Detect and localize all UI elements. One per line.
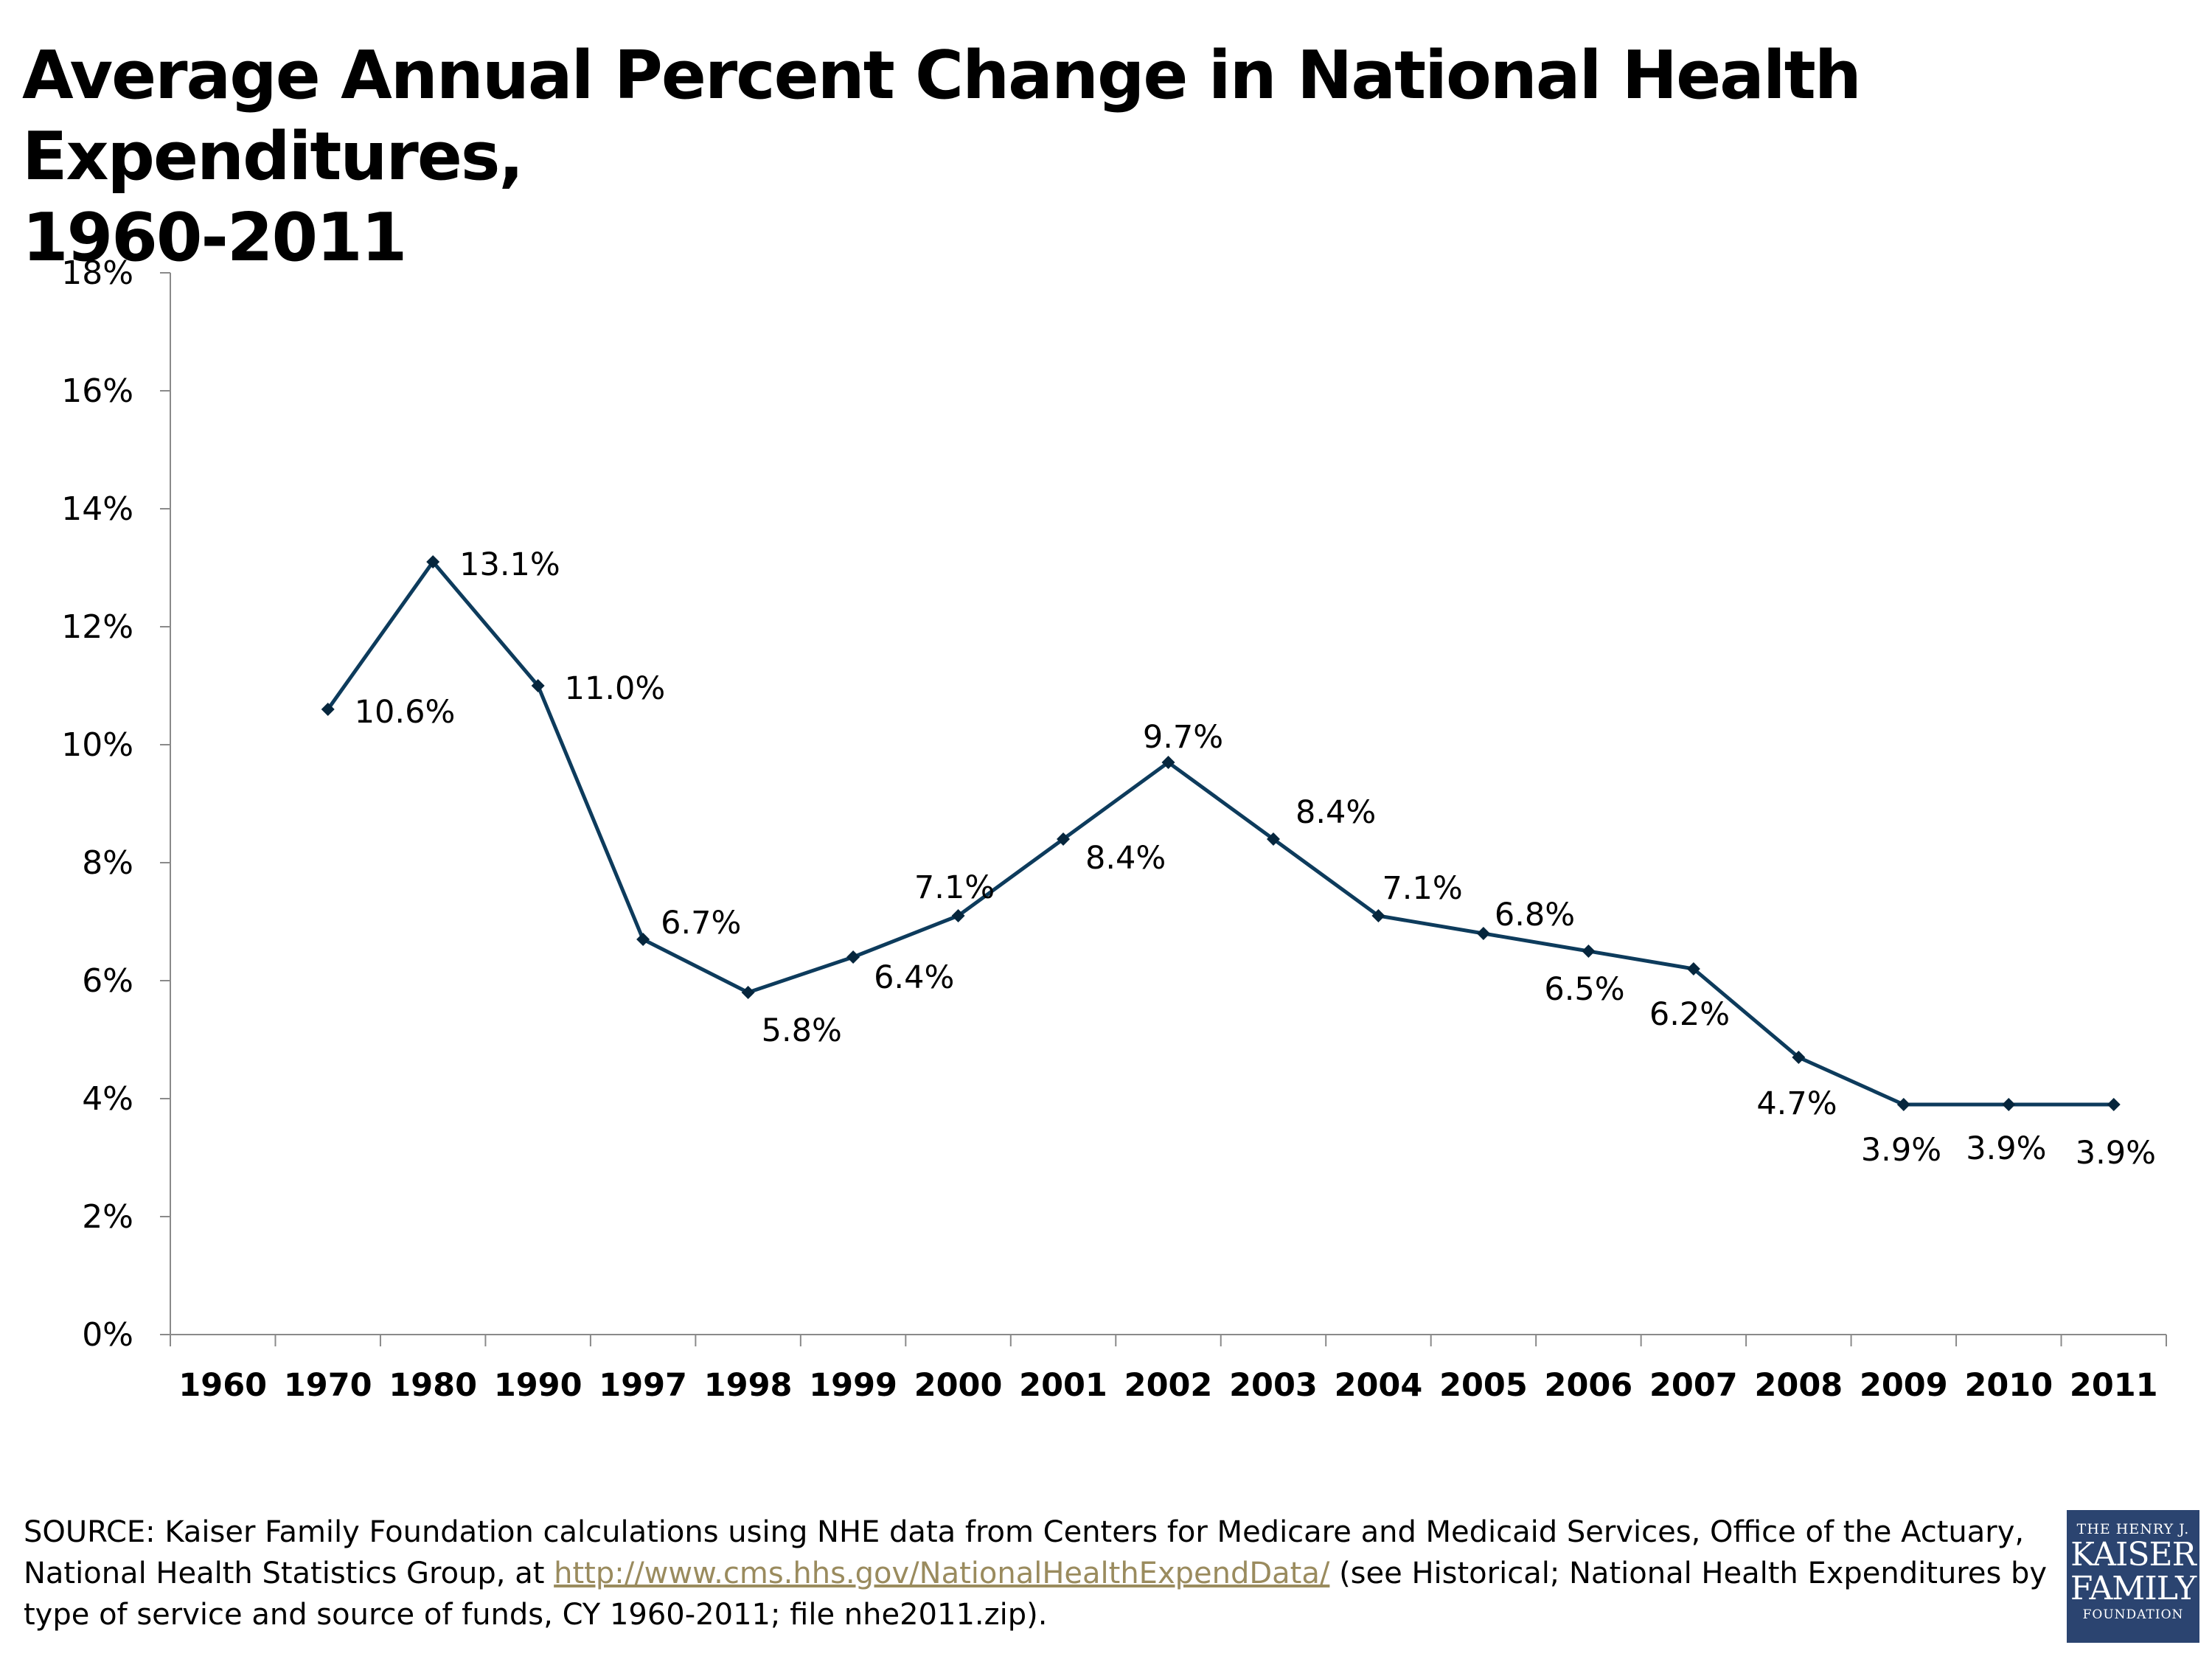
y-tick-label: 16%: [61, 372, 133, 410]
source-text-before: SOURCE: Kaiser Family Foundation calcula…: [24, 1515, 2025, 1590]
y-tick-label: 2%: [82, 1198, 133, 1236]
data-point-marker: [2002, 1098, 2016, 1111]
data-labels: 10.6% 13.1% 11.0% 6.7% 5.8% 6.4% 7.1% 8.4% 9.7% 8…: [355, 546, 2156, 1172]
data-point-marker: [951, 909, 965, 922]
data-label: 3.9%: [1861, 1132, 1941, 1169]
x-tick-label: 2000: [914, 1367, 1003, 1404]
x-tick-label: 1998: [704, 1367, 793, 1404]
x-tick-label: 2011: [2070, 1367, 2158, 1404]
data-point-marker: [321, 703, 335, 716]
data-label: 4.7%: [1756, 1085, 1837, 1122]
data-point-marker: [1792, 1051, 1806, 1064]
line-chart: 0%2%4%6%8%10%12%14%16%18% 1960 1970 1980 19…: [61, 254, 2167, 1404]
source-text-after: (see Historical; National Health Expendi…: [24, 1557, 2048, 1632]
data-label: 3.9%: [2076, 1135, 2156, 1172]
data-point-marker: [741, 986, 755, 999]
data-label: 6.8%: [1495, 897, 1575, 933]
x-tick-label: 2007: [1649, 1367, 1738, 1404]
data-label: 6.2%: [1649, 996, 1730, 1033]
source-note: SOURCE: Kaiser Family Foundation calcula…: [24, 1512, 2059, 1635]
data-point-marker: [1582, 945, 1596, 958]
y-tick-label: 0%: [82, 1316, 133, 1354]
data-label: 6.5%: [1544, 971, 1624, 1008]
logo-line-2: KAISER: [2070, 1536, 2197, 1573]
series-health-expenditures: [321, 555, 2121, 1111]
x-tick-label: 1997: [599, 1367, 687, 1404]
x-tick-label: 1960: [178, 1367, 267, 1404]
x-tick-label: 2003: [1229, 1367, 1318, 1404]
x-tick-label: 2006: [1545, 1367, 1633, 1404]
data-label: 7.1%: [914, 869, 995, 906]
data-point-marker: [1896, 1098, 1910, 1111]
y-tick-label: 18%: [61, 254, 133, 292]
source-link[interactable]: http://www.cms.hhs.gov/NationalHealthExp…: [554, 1557, 1330, 1590]
data-point-marker: [1686, 962, 1700, 975]
data-point-marker: [1057, 832, 1071, 846]
data-label: 5.8%: [762, 1012, 842, 1049]
series-line: [326, 560, 2114, 1107]
data-label: 3.9%: [1966, 1130, 2046, 1167]
x-tick-label: 2001: [1019, 1367, 1107, 1404]
y-tick-label: 6%: [82, 962, 133, 1000]
chart-title-line-1: Average Annual Percent Change in Nationa…: [22, 37, 1862, 195]
data-point-marker: [2107, 1098, 2121, 1111]
data-label: 8.4%: [1295, 794, 1376, 831]
y-tick-label: 8%: [82, 844, 133, 882]
x-tick-label: 2010: [1964, 1367, 2053, 1404]
data-point-marker: [1476, 927, 1490, 940]
logo-line-4: FOUNDATION: [2082, 1607, 2184, 1622]
x-tick-label: 1970: [284, 1367, 372, 1404]
data-label: 9.7%: [1143, 719, 1223, 756]
data-point-marker: [1266, 832, 1280, 846]
y-tick-label: 12%: [61, 608, 133, 646]
x-tick-label: 2004: [1335, 1367, 1423, 1404]
data-point-marker: [846, 950, 860, 964]
data-label: 7.1%: [1382, 870, 1462, 907]
logo-line-3: FAMILY: [2070, 1570, 2197, 1607]
data-point-marker: [636, 933, 650, 946]
data-point-marker: [1161, 756, 1175, 769]
y-tick-label: 10%: [61, 726, 133, 764]
x-tick-label: 2002: [1124, 1367, 1213, 1404]
data-label: 8.4%: [1085, 840, 1166, 877]
x-axis: 1960 1970 1980 1990 1997 1998 1999 2000 2001 2002…: [170, 1334, 2167, 1404]
logo-line-1: THE HENRY J.: [2076, 1521, 2190, 1537]
data-point-marker: [426, 555, 440, 568]
data-point-marker: [531, 679, 545, 692]
chart-title: Average Annual Percent Change in Nationa…: [22, 35, 2160, 279]
data-label: 6.4%: [874, 959, 954, 996]
x-tick-label: 1990: [494, 1367, 582, 1404]
x-tick-label: 1980: [389, 1367, 477, 1404]
y-tick-label: 14%: [61, 490, 133, 528]
y-tick-label: 4%: [82, 1080, 133, 1118]
data-label: 10.6%: [355, 694, 456, 731]
x-tick-label: 2009: [1860, 1367, 1948, 1404]
data-label: 11.0%: [565, 670, 666, 707]
x-tick-label: 1999: [809, 1367, 897, 1404]
x-tick-label: 2005: [1439, 1367, 1528, 1404]
data-point-marker: [1371, 909, 1385, 922]
data-label: 6.7%: [661, 905, 741, 942]
chart-title-line-2: 1960-2011: [22, 199, 407, 276]
y-axis: 0% 2% 4% 6% 8% 10% 12% 14% 16% 18%: [61, 254, 171, 1354]
kaiser-family-foundation-logo: THE HENRY J. KAISER FAMILY FOUNDATION: [2067, 1510, 2199, 1643]
x-tick-label: 2008: [1754, 1367, 1843, 1404]
data-label: 13.1%: [459, 546, 560, 583]
